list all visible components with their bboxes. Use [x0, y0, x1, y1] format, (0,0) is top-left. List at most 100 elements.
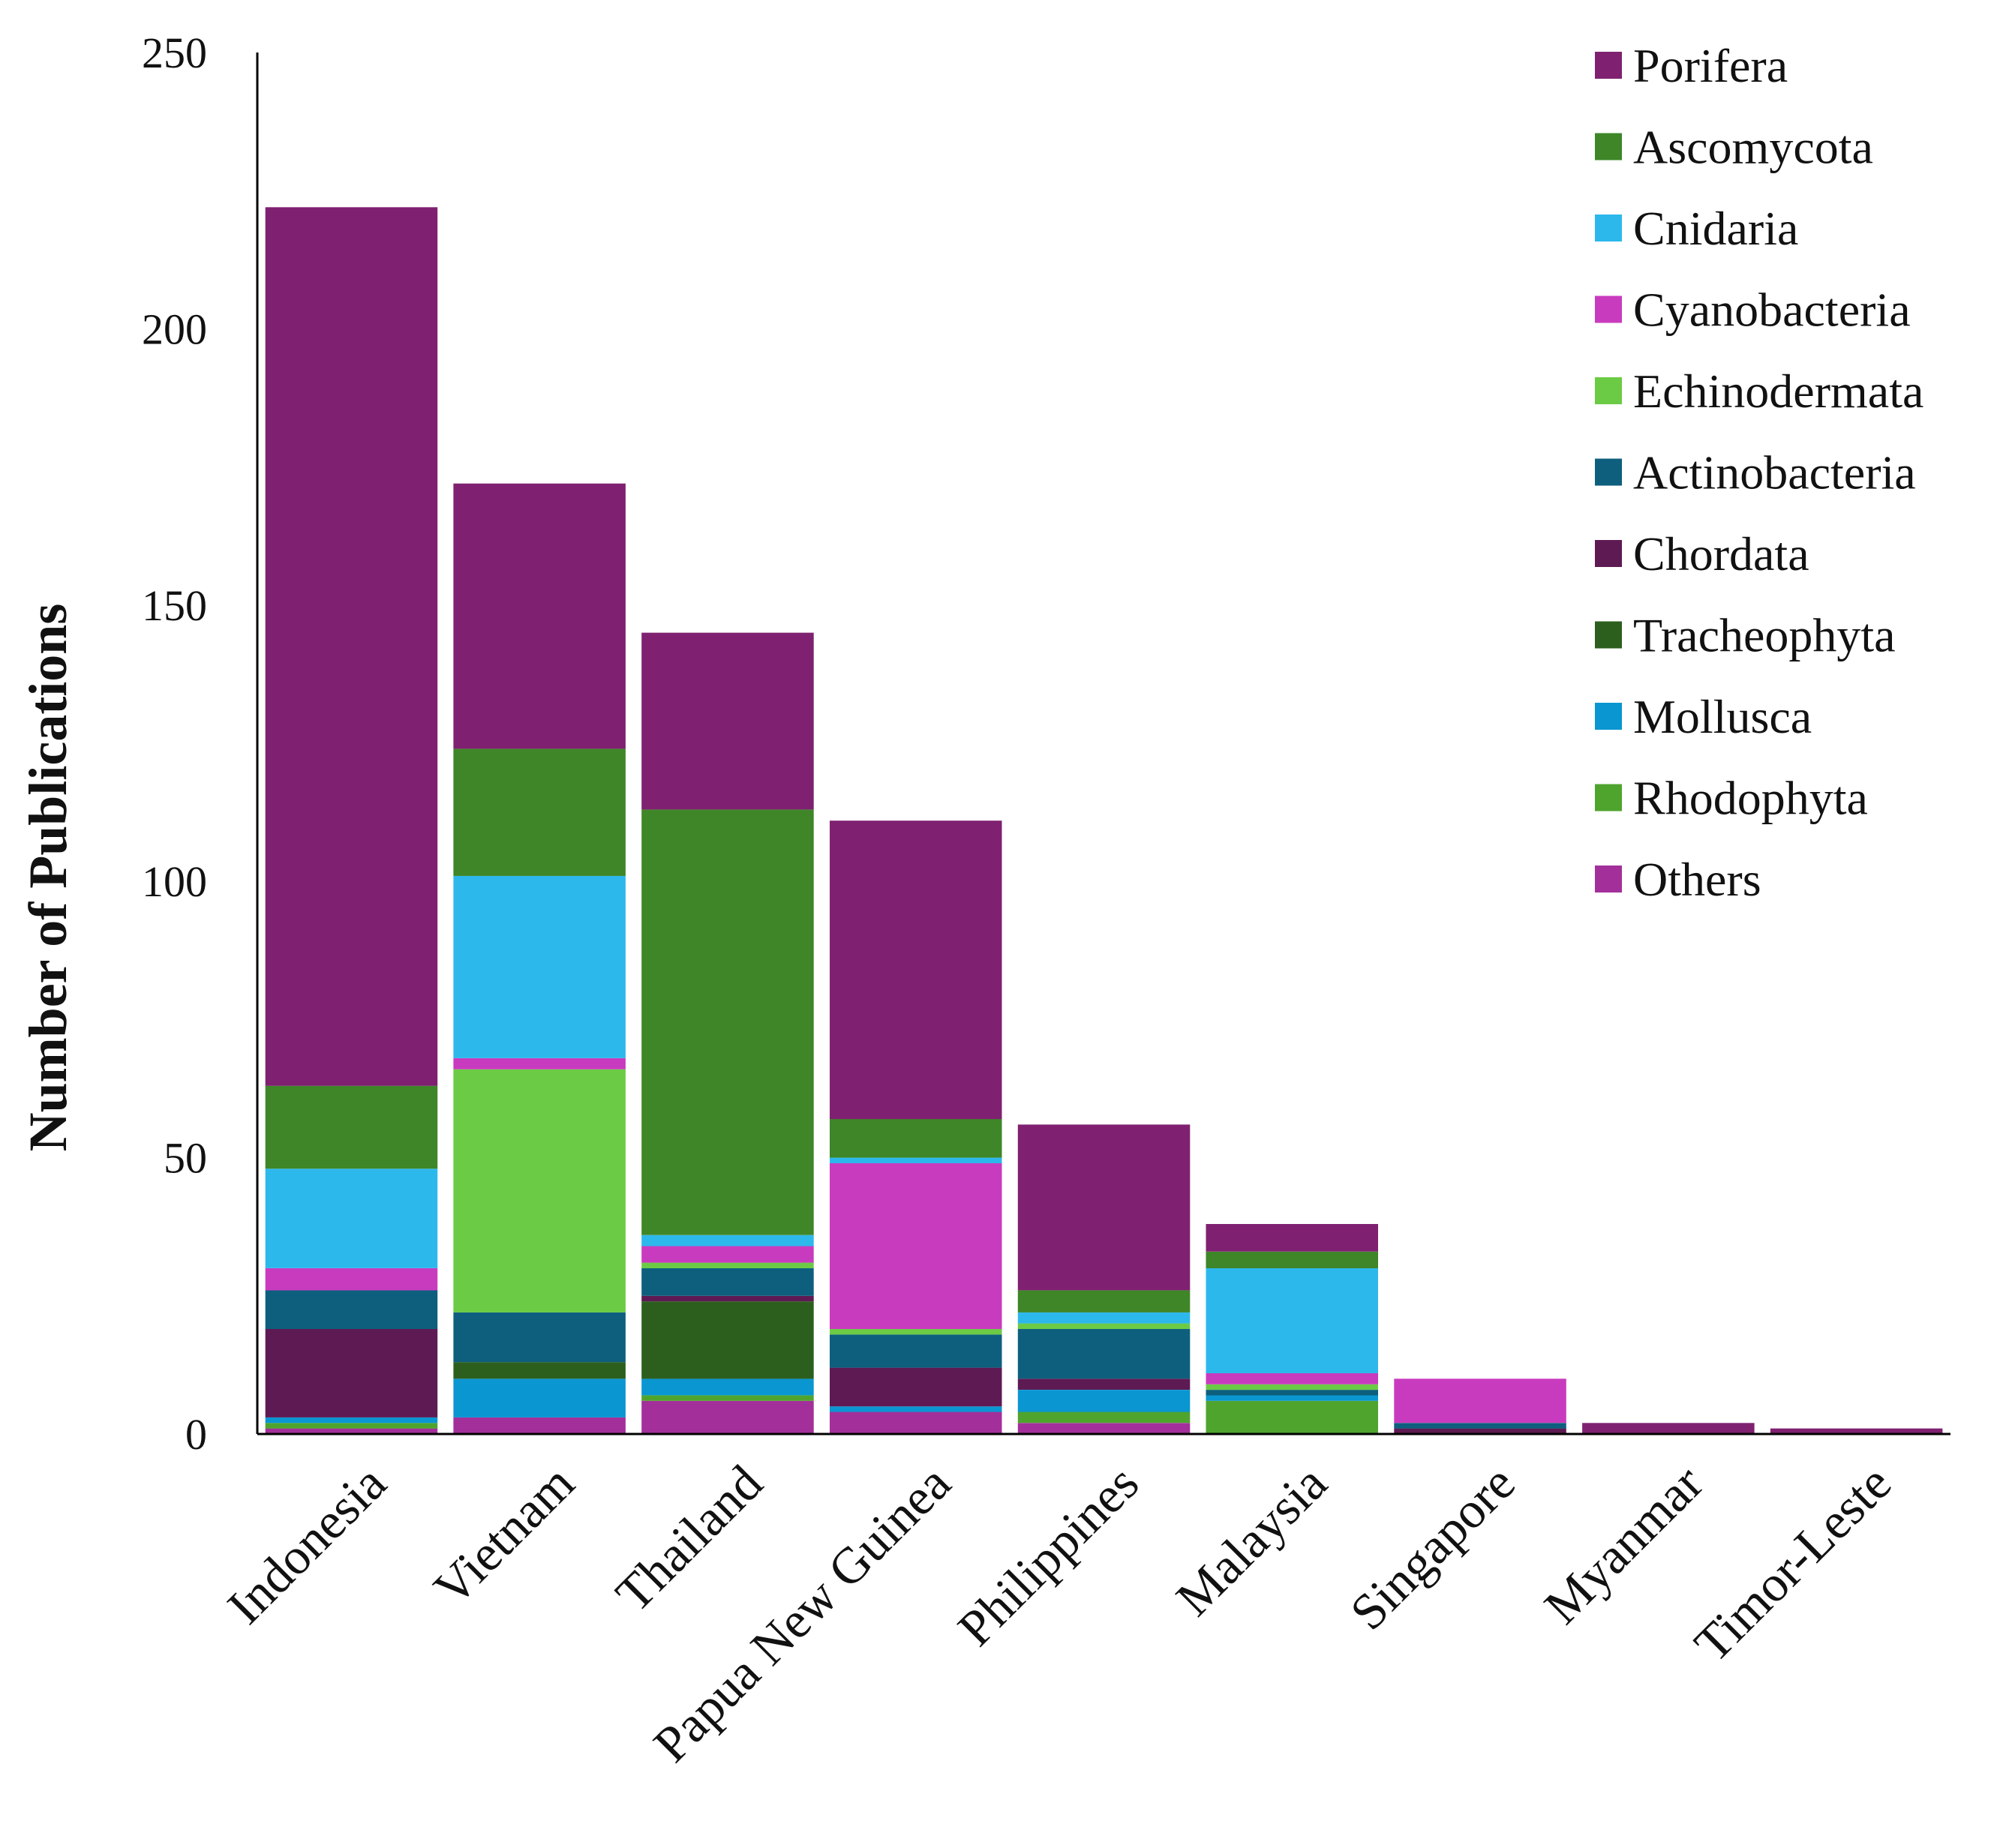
x-tick-label-philippines: Philippines — [947, 1454, 1149, 1657]
legend-swatch-cyanobacteria — [1595, 296, 1622, 323]
bar-vietnam-echinodermata — [453, 1069, 626, 1312]
bar-indonesia-cyanobacteria — [265, 1268, 438, 1291]
bar-papua-new-guinea-cnidaria — [830, 1157, 1002, 1163]
bar-malaysia-actinobacteria — [1206, 1390, 1378, 1396]
x-tick-label-vietnam: Vietnam — [422, 1454, 584, 1616]
bar-thailand-echinodermata — [641, 1262, 814, 1268]
legend-swatch-mollusca — [1595, 703, 1622, 730]
x-tick-label-indonesia: Indonesia — [216, 1454, 397, 1635]
bars-group — [265, 207, 1943, 1434]
bar-philippines-porifera — [1017, 1124, 1191, 1291]
bar-vietnam-ascomycota — [453, 748, 626, 876]
bar-timor-leste-porifera — [1770, 1428, 1943, 1434]
bar-papua-new-guinea-echinodermata — [830, 1329, 1002, 1335]
bar-philippines-rhodophyta — [1017, 1412, 1191, 1424]
bar-thailand-ascomycota — [641, 809, 814, 1235]
bar-vietnam-others — [453, 1417, 626, 1434]
x-tick-label-myanmar: Myanmar — [1533, 1454, 1714, 1635]
bar-thailand-chordata — [641, 1295, 814, 1302]
legend-label-actinobacteria: Actinobacteria — [1633, 446, 1916, 500]
y-tick-label: 150 — [142, 581, 207, 630]
bar-vietnam-porifera — [453, 483, 626, 749]
bar-myanmar-porifera — [1582, 1423, 1755, 1434]
legend-swatch-chordata — [1595, 540, 1622, 567]
legend-swatch-tracheophyta — [1595, 621, 1622, 649]
bar-philippines-ascomycota — [1017, 1290, 1191, 1312]
bar-thailand-actinobacteria — [641, 1268, 814, 1296]
bar-philippines-echinodermata — [1017, 1323, 1191, 1329]
y-tick-label: 0 — [185, 1410, 207, 1459]
legend-label-tracheophyta: Tracheophyta — [1633, 609, 1896, 662]
bar-malaysia-porifera — [1206, 1224, 1378, 1252]
bar-indonesia-actinobacteria — [265, 1290, 438, 1329]
bar-philippines-cnidaria — [1017, 1312, 1191, 1324]
bar-papua-new-guinea-others — [830, 1412, 1002, 1434]
bar-philippines-chordata — [1017, 1378, 1191, 1390]
bar-malaysia-cnidaria — [1206, 1268, 1378, 1373]
bar-singapore-cyanobacteria — [1394, 1378, 1566, 1424]
bar-indonesia-chordata — [265, 1329, 438, 1418]
bar-vietnam-tracheophyta — [453, 1362, 626, 1379]
bar-malaysia-rhodophyta — [1206, 1400, 1378, 1434]
legend-label-echinodermata: Echinodermata — [1633, 364, 1923, 418]
bar-papua-new-guinea-chordata — [830, 1367, 1002, 1407]
legend-swatch-ascomycota — [1595, 133, 1622, 160]
bar-papua-new-guinea-actinobacteria — [830, 1334, 1002, 1368]
bar-indonesia-ascomycota — [265, 1085, 438, 1169]
bar-indonesia-rhodophyta — [265, 1423, 438, 1429]
bar-malaysia-ascomycota — [1206, 1251, 1378, 1268]
y-axis-title: Number of Publications — [18, 604, 78, 1152]
y-ticks-group: 0 50 100 150 200 250 — [142, 28, 207, 1459]
bar-papua-new-guinea-mollusca — [830, 1406, 1002, 1412]
bar-vietnam-actinobacteria — [453, 1312, 626, 1363]
legend-swatch-cnidaria — [1595, 214, 1622, 242]
bar-malaysia-echinodermata — [1206, 1384, 1378, 1390]
legend-swatch-porifera — [1595, 52, 1622, 79]
x-tick-label-singapore: Singapore — [1339, 1454, 1526, 1641]
x-tick-label-thailand: Thailand — [605, 1454, 773, 1623]
bar-philippines-actinobacteria — [1017, 1329, 1191, 1379]
bar-thailand-rhodophyta — [641, 1395, 814, 1401]
bar-vietnam-mollusca — [453, 1378, 626, 1418]
bar-thailand-others — [641, 1400, 814, 1434]
bar-thailand-porifera — [641, 632, 814, 810]
legend-label-mollusca: Mollusca — [1633, 690, 1812, 743]
axes-group — [256, 52, 1950, 1436]
legend-swatch-rhodophyta — [1595, 784, 1622, 812]
bar-papua-new-guinea-ascomycota — [830, 1119, 1002, 1158]
bar-indonesia-porifera — [265, 207, 438, 1086]
bar-thailand-cyanobacteria — [641, 1246, 814, 1263]
legend-label-others: Others — [1633, 853, 1761, 906]
legend: Porifera Ascomycota Cnidaria Cyanobacteria E… — [1595, 39, 1923, 906]
bar-philippines-others — [1017, 1423, 1191, 1434]
y-tick-label: 250 — [142, 28, 207, 77]
x-tick-label-malaysia: Malaysia — [1165, 1454, 1338, 1627]
legend-label-porifera: Porifera — [1633, 39, 1788, 92]
bar-thailand-cnidaria — [641, 1234, 814, 1246]
bar-thailand-tracheophyta — [641, 1301, 814, 1379]
legend-swatch-others — [1595, 866, 1622, 892]
x-tick-label-timor-leste: Timor-Leste — [1683, 1454, 1902, 1672]
bar-vietnam-cnidaria — [453, 875, 626, 1058]
legend-label-cnidaria: Cnidaria — [1633, 202, 1798, 255]
legend-swatch-actinobacteria — [1595, 458, 1622, 486]
legend-swatch-echinodermata — [1595, 377, 1622, 404]
legend-label-chordata: Chordata — [1633, 527, 1809, 580]
bar-indonesia-mollusca — [265, 1417, 438, 1424]
bar-papua-new-guinea-cyanobacteria — [830, 1163, 1002, 1329]
bar-singapore-actinobacteria — [1394, 1423, 1566, 1429]
y-tick-label: 100 — [142, 857, 207, 906]
legend-label-ascomycota: Ascomycota — [1633, 121, 1873, 174]
y-tick-label: 200 — [142, 304, 207, 353]
legend-label-cyanobacteria: Cyanobacteria — [1633, 284, 1911, 337]
y-tick-label: 50 — [164, 1134, 207, 1183]
bar-indonesia-cnidaria — [265, 1168, 438, 1268]
bar-vietnam-cyanobacteria — [453, 1058, 626, 1070]
bar-singapore-chordata — [1394, 1428, 1566, 1434]
bar-malaysia-mollusca — [1206, 1395, 1378, 1401]
bar-indonesia-others — [265, 1428, 438, 1434]
bar-philippines-mollusca — [1017, 1390, 1191, 1412]
bar-malaysia-cyanobacteria — [1206, 1373, 1378, 1384]
